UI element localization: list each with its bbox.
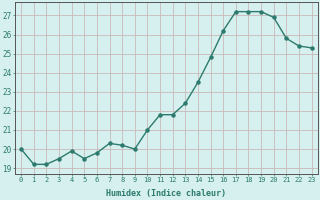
X-axis label: Humidex (Indice chaleur): Humidex (Indice chaleur) <box>106 189 226 198</box>
